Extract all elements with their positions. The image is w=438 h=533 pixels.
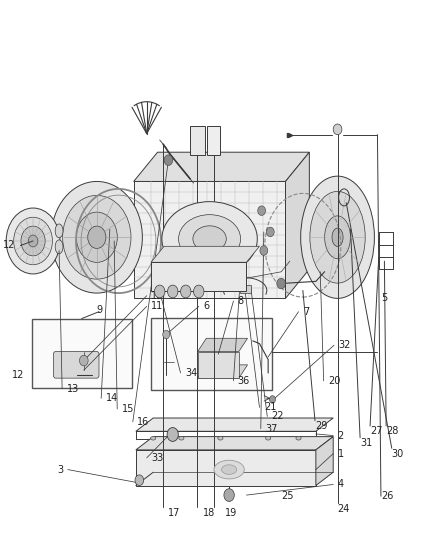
Text: 8: 8 (238, 296, 244, 306)
Circle shape (224, 489, 234, 502)
Text: 7: 7 (303, 306, 309, 317)
Text: 30: 30 (392, 449, 404, 458)
Polygon shape (136, 418, 333, 431)
Circle shape (163, 330, 170, 339)
Circle shape (63, 196, 131, 279)
FancyBboxPatch shape (53, 352, 99, 378)
Text: 24: 24 (338, 504, 350, 514)
Text: 15: 15 (121, 404, 134, 414)
Text: 16: 16 (137, 417, 149, 427)
Text: 33: 33 (151, 453, 163, 463)
Circle shape (260, 246, 268, 255)
Text: 26: 26 (381, 491, 393, 501)
Polygon shape (151, 262, 247, 292)
Ellipse shape (55, 240, 63, 254)
Text: 12: 12 (12, 370, 25, 381)
Polygon shape (198, 338, 247, 352)
Ellipse shape (265, 437, 271, 440)
Ellipse shape (325, 216, 350, 259)
Text: 11: 11 (151, 301, 163, 311)
Polygon shape (136, 450, 316, 486)
Ellipse shape (310, 191, 365, 283)
Text: 27: 27 (370, 426, 382, 437)
Text: 9: 9 (97, 305, 103, 315)
Text: 31: 31 (360, 438, 372, 448)
Text: 12: 12 (4, 240, 16, 250)
Circle shape (258, 206, 265, 215)
Ellipse shape (179, 437, 184, 440)
Polygon shape (136, 437, 333, 450)
Circle shape (6, 208, 60, 274)
Ellipse shape (179, 215, 240, 263)
Polygon shape (151, 246, 259, 262)
Polygon shape (316, 437, 333, 486)
Circle shape (180, 285, 191, 298)
Circle shape (135, 475, 144, 486)
Polygon shape (198, 352, 239, 378)
Text: 21: 21 (264, 402, 276, 413)
Text: 14: 14 (106, 393, 118, 403)
FancyBboxPatch shape (32, 319, 131, 387)
Text: 3: 3 (57, 465, 64, 474)
Text: 19: 19 (225, 507, 237, 518)
Ellipse shape (222, 465, 237, 474)
Circle shape (167, 285, 178, 298)
Text: 32: 32 (339, 340, 351, 350)
Text: 20: 20 (328, 376, 340, 386)
Circle shape (155, 285, 165, 298)
Ellipse shape (151, 437, 156, 440)
Circle shape (277, 278, 286, 289)
Text: 5: 5 (381, 293, 387, 303)
Ellipse shape (214, 461, 244, 479)
Ellipse shape (218, 437, 223, 440)
Text: 1: 1 (338, 449, 344, 458)
Circle shape (51, 181, 142, 293)
Text: 22: 22 (272, 411, 284, 422)
Text: 37: 37 (265, 424, 278, 434)
Text: 25: 25 (281, 491, 293, 501)
Circle shape (14, 217, 53, 265)
Circle shape (21, 226, 45, 256)
Circle shape (269, 395, 276, 403)
Circle shape (88, 226, 106, 248)
Polygon shape (134, 181, 286, 298)
Circle shape (164, 155, 173, 165)
Ellipse shape (332, 228, 343, 246)
Circle shape (194, 285, 204, 298)
Circle shape (79, 356, 88, 366)
Text: 17: 17 (167, 507, 180, 518)
FancyBboxPatch shape (208, 126, 220, 155)
Text: 29: 29 (315, 421, 327, 431)
Text: 34: 34 (185, 368, 197, 378)
Text: 13: 13 (67, 384, 79, 394)
Circle shape (28, 235, 38, 247)
Polygon shape (198, 365, 247, 378)
FancyBboxPatch shape (190, 126, 205, 155)
Circle shape (167, 427, 178, 441)
Polygon shape (240, 285, 251, 293)
Text: 18: 18 (203, 507, 215, 518)
Polygon shape (286, 152, 309, 298)
Polygon shape (134, 152, 309, 181)
Circle shape (266, 227, 274, 237)
Text: 2: 2 (338, 431, 344, 441)
Circle shape (333, 124, 342, 135)
Ellipse shape (300, 176, 374, 298)
Text: 4: 4 (338, 480, 344, 489)
Text: 10: 10 (151, 290, 163, 301)
Circle shape (76, 212, 117, 262)
Ellipse shape (55, 224, 63, 238)
Ellipse shape (296, 437, 301, 440)
Text: 28: 28 (386, 426, 399, 437)
Ellipse shape (162, 201, 257, 276)
Ellipse shape (193, 226, 226, 252)
FancyBboxPatch shape (151, 318, 272, 390)
Text: 36: 36 (238, 376, 250, 386)
Text: 6: 6 (203, 301, 209, 311)
